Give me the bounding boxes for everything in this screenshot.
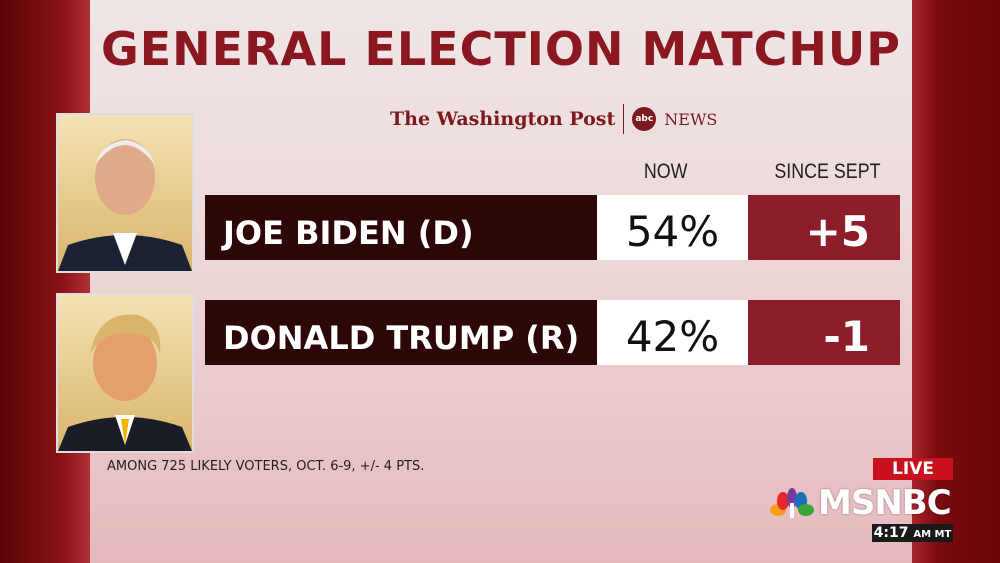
now-value: 42% xyxy=(597,300,748,365)
graphic-title: GENERAL ELECTION MATCHUP xyxy=(101,22,901,76)
peacock-icon xyxy=(770,488,814,518)
time: 4:17 xyxy=(873,525,909,541)
header-now: NOW xyxy=(643,160,688,183)
news-label: NEWS xyxy=(664,109,718,129)
washington-post-logo: The Washington Post xyxy=(390,108,616,130)
clock: 4:17 AM MT xyxy=(872,524,953,542)
time-zone: AM MT xyxy=(913,529,952,540)
candidate-row-biden: JOE BIDEN (D) 54% +5 xyxy=(205,195,900,260)
since-sept-value: -1 xyxy=(748,300,900,365)
candidate-name: JOE BIDEN (D) xyxy=(205,195,597,260)
left-border xyxy=(0,0,90,563)
candidate-name: DONALD TRUMP (R) xyxy=(205,300,597,365)
live-badge: LIVE xyxy=(873,458,953,480)
abc-logo: abc xyxy=(632,107,657,131)
msnbc-logo: MSNBC xyxy=(770,483,952,523)
header-since-sept: SINCE SEPT xyxy=(774,160,881,183)
divider xyxy=(623,104,625,134)
source-logos: The Washington Post abc NEWS xyxy=(390,104,717,134)
candidate-row-trump: DONALD TRUMP (R) 42% -1 xyxy=(205,300,900,365)
footnote: AMONG 725 LIKELY VOTERS, OCT. 6-9, +/- 4… xyxy=(107,459,425,474)
trump-photo xyxy=(56,293,194,453)
graphic-background xyxy=(90,0,912,563)
now-value: 54% xyxy=(597,195,748,260)
network-name: MSNBC xyxy=(818,483,952,523)
biden-photo xyxy=(56,113,194,273)
since-sept-value: +5 xyxy=(748,195,900,260)
